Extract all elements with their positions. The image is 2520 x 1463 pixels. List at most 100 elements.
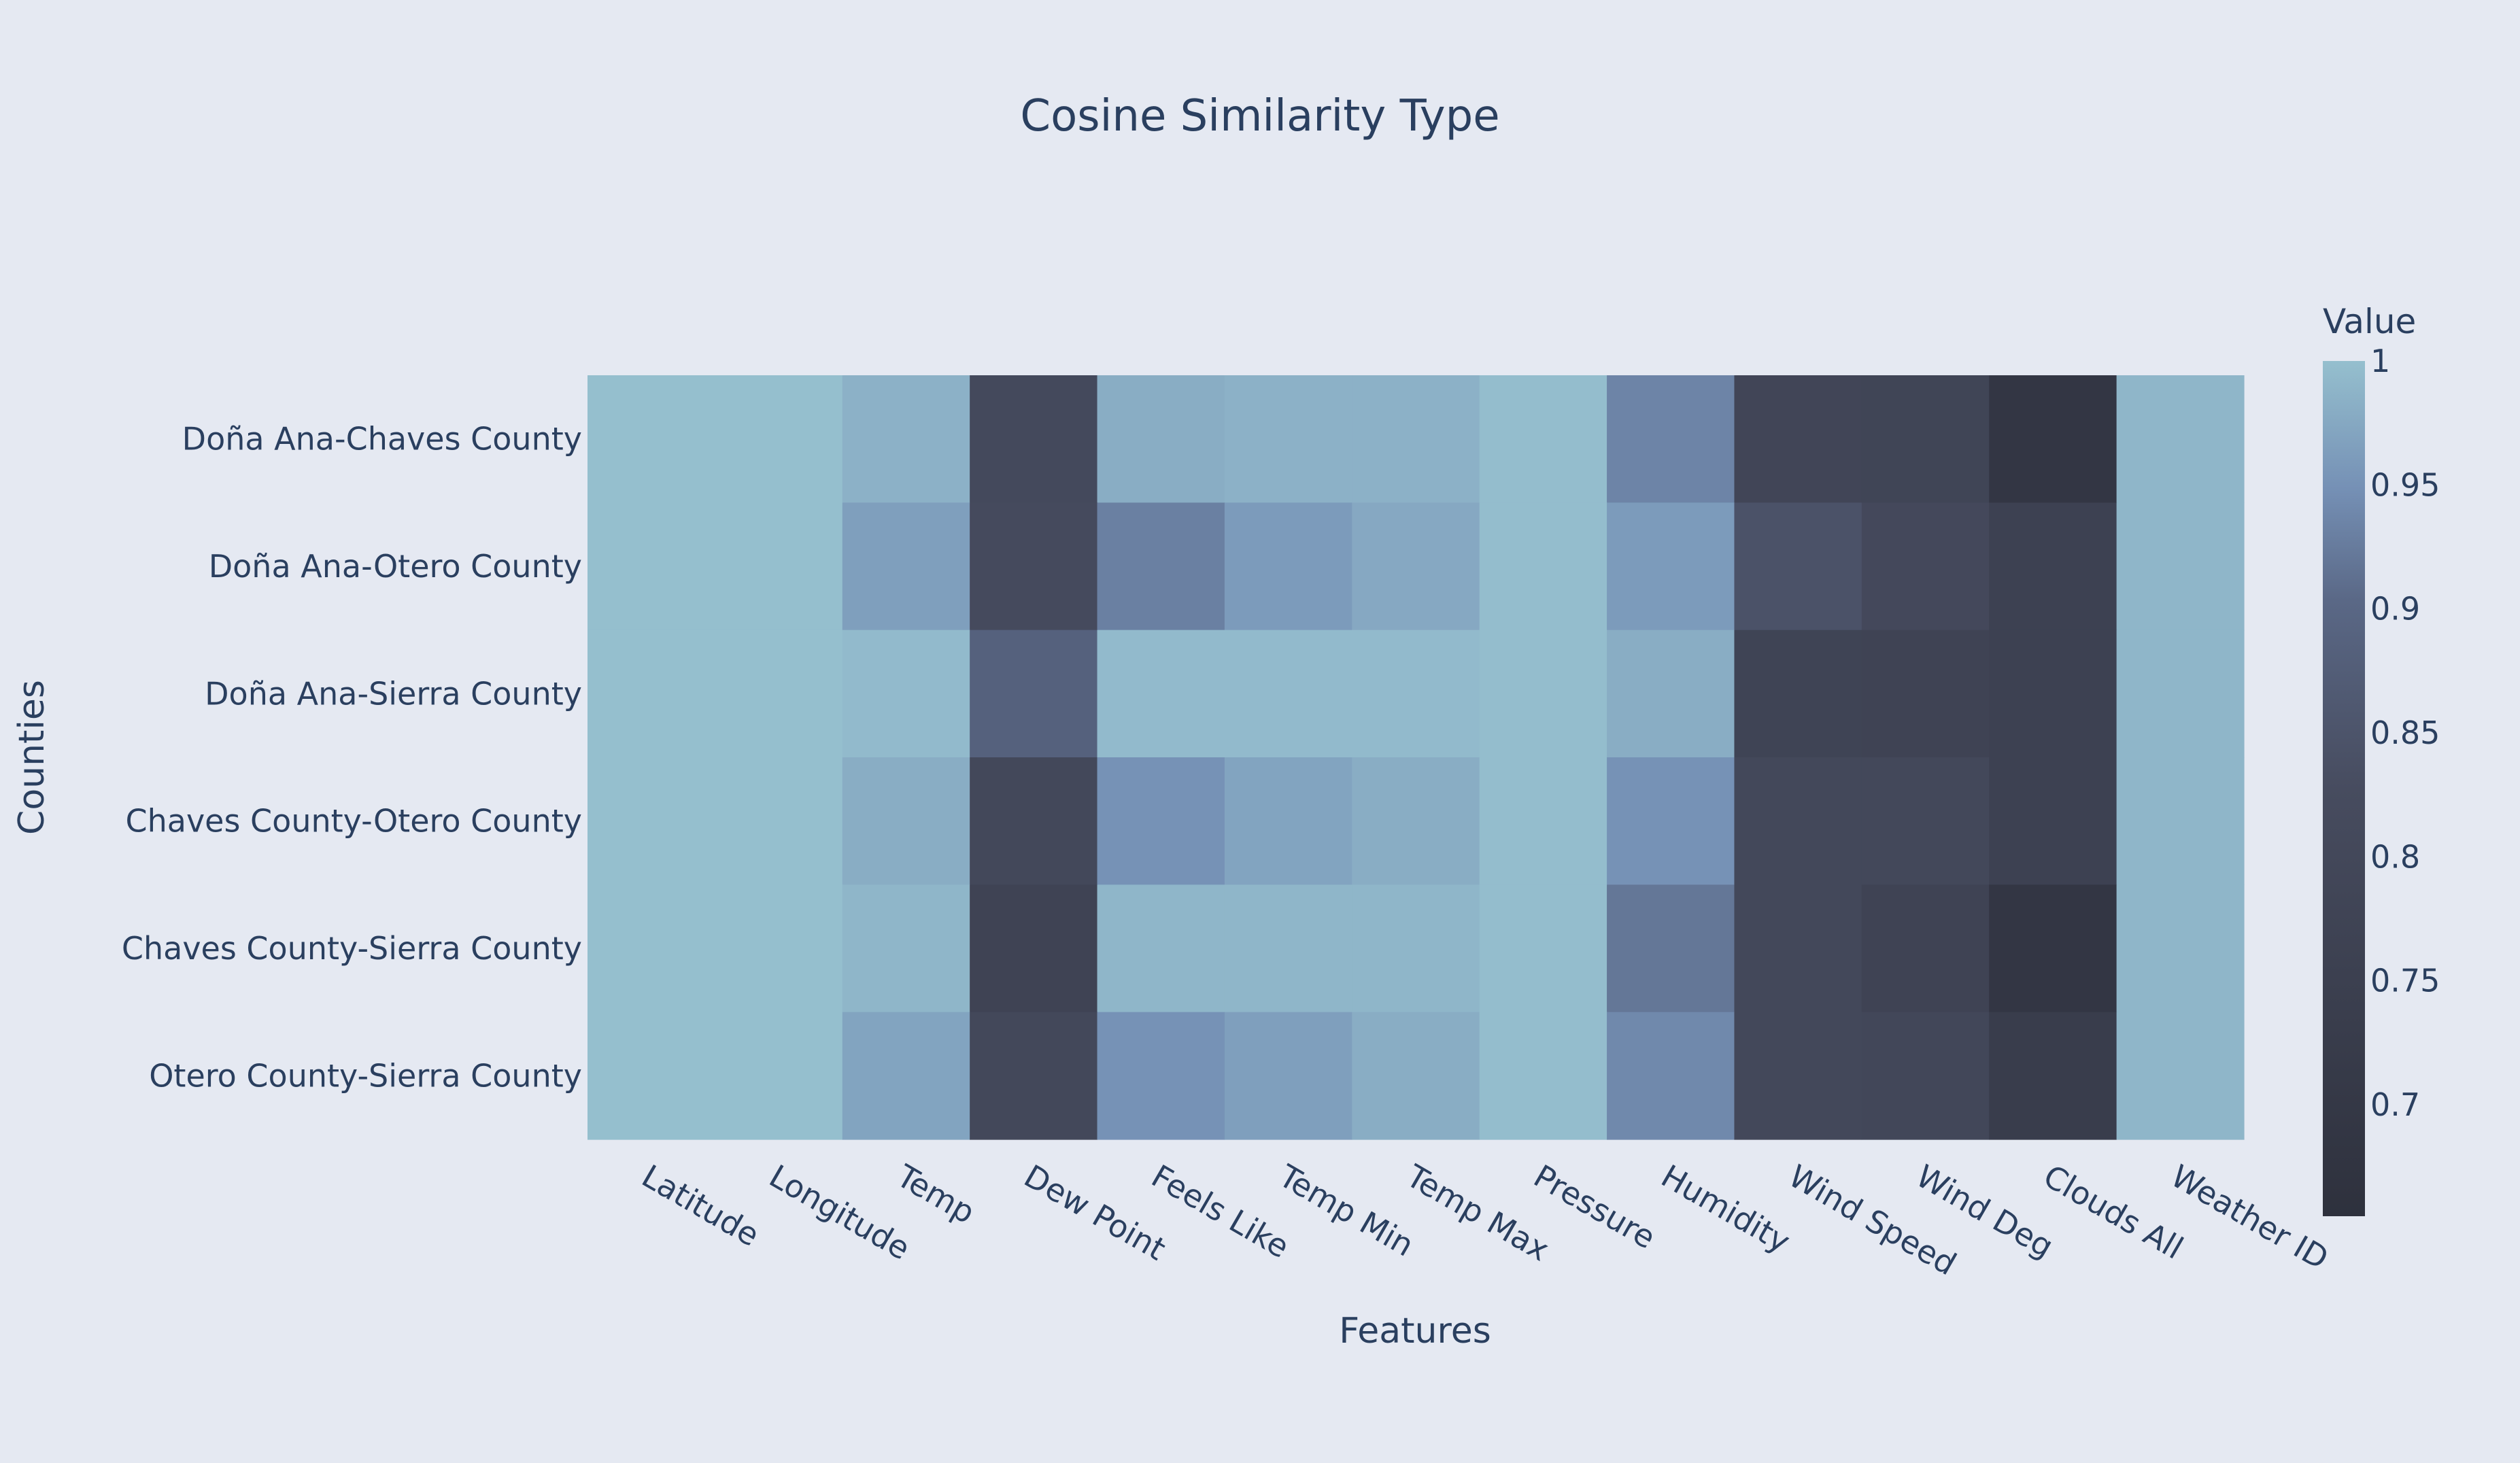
heatmap-cell bbox=[2116, 1012, 2245, 1140]
colorbar-gradient bbox=[2323, 361, 2365, 1216]
heatmap-cell bbox=[1989, 884, 2117, 1013]
heatmap-cell bbox=[588, 630, 715, 758]
heatmap-cell bbox=[1989, 502, 2117, 631]
colorbar-tick-label: 0.8 bbox=[2370, 838, 2420, 875]
y-axis-ticks: Doña Ana-Chaves County Doña Ana-Otero Cou… bbox=[122, 421, 582, 1095]
colorbar-tick-label: 0.95 bbox=[2370, 466, 2440, 503]
colorbar-tick-label: 0.85 bbox=[2370, 715, 2440, 751]
heatmap-cell bbox=[1224, 757, 1352, 885]
heatmap-cell bbox=[1097, 757, 1225, 885]
x-tick-label: Temp Min bbox=[1272, 1157, 1420, 1264]
y-tick-label: Doña Ana-Otero County bbox=[209, 548, 582, 585]
heatmap-cell bbox=[970, 884, 1098, 1013]
heatmap-cell bbox=[1734, 375, 1862, 503]
y-tick-label: Doña Ana-Chaves County bbox=[182, 421, 582, 458]
heatmap-cell bbox=[2116, 375, 2245, 503]
heatmap-cell bbox=[1352, 1012, 1480, 1140]
heatmap-cell bbox=[2116, 884, 2245, 1013]
heatmap-cell bbox=[1479, 757, 1607, 885]
heatmap-cell bbox=[1861, 1012, 1990, 1140]
heatmap-cell bbox=[1607, 502, 1735, 631]
heatmap-cell bbox=[715, 1012, 843, 1140]
heatmap-cell bbox=[842, 630, 970, 758]
heatmap-cell bbox=[1989, 757, 2117, 885]
y-tick-label: Doña Ana-Sierra County bbox=[205, 675, 582, 712]
heatmap-cell bbox=[1224, 630, 1352, 758]
heatmap-cell bbox=[1097, 884, 1225, 1013]
heatmap-cell bbox=[1989, 630, 2117, 758]
heatmap-cell bbox=[2116, 630, 2245, 758]
x-tick-label: Temp bbox=[890, 1157, 981, 1231]
colorbar-tick-label: 0.7 bbox=[2370, 1086, 2420, 1123]
heatmap-cell bbox=[1352, 757, 1480, 885]
heatmap-cell bbox=[1224, 375, 1352, 503]
x-tick-label: Weather ID bbox=[2165, 1158, 2335, 1277]
heatmap-cell bbox=[1352, 884, 1480, 1013]
colorbar-title: Value bbox=[2323, 302, 2416, 341]
y-axis-title: Counties bbox=[12, 680, 52, 835]
heatmap-cell bbox=[588, 884, 715, 1013]
x-axis-title: Features bbox=[1339, 1311, 1491, 1352]
heatmap-cell bbox=[1734, 884, 1862, 1013]
heatmap-cell bbox=[588, 757, 715, 885]
heatmap-cell bbox=[1861, 757, 1990, 885]
heatmap-cell bbox=[1479, 502, 1607, 631]
heatmap-cell bbox=[1097, 502, 1225, 631]
heatmap-cell bbox=[1734, 502, 1862, 631]
heatmap-cell bbox=[970, 630, 1098, 758]
heatmap-cell bbox=[842, 1012, 970, 1140]
heatmap-cell bbox=[2116, 757, 2245, 885]
heatmap-cell bbox=[970, 375, 1098, 503]
x-tick-label: Dew Point bbox=[1018, 1158, 1172, 1268]
heatmap-cell bbox=[715, 630, 843, 758]
y-tick-label: Otero County-Sierra County bbox=[149, 1057, 582, 1094]
heatmap-cell bbox=[1734, 630, 1862, 758]
heatmap-cell bbox=[588, 502, 715, 631]
heatmap-cell bbox=[588, 1012, 715, 1140]
heatmap-cell bbox=[1479, 375, 1607, 503]
colorbar-tick-label: 0.75 bbox=[2370, 963, 2440, 999]
chart-title: Cosine Similarity Type bbox=[1020, 91, 1499, 141]
heatmap-cell bbox=[1479, 884, 1607, 1013]
heatmap-cells bbox=[588, 375, 2245, 1140]
heatmap-cell bbox=[588, 375, 715, 503]
heatmap-cell bbox=[842, 375, 970, 503]
y-tick-label: Chaves County-Otero County bbox=[125, 803, 582, 840]
heatmap-cell bbox=[1352, 502, 1480, 631]
heatmap-cell bbox=[715, 375, 843, 503]
heatmap-cell bbox=[1861, 375, 1990, 503]
heatmap-cell bbox=[1352, 630, 1480, 758]
heatmap-cell bbox=[1989, 1012, 2117, 1140]
heatmap-cell bbox=[1607, 757, 1735, 885]
heatmap-cell bbox=[1861, 502, 1990, 631]
heatmap-cell bbox=[715, 502, 843, 631]
colorbar-ticks: 1 0.95 0.9 0.85 0.8 0.75 0.7 bbox=[2370, 343, 2440, 1123]
heatmap-cell bbox=[842, 757, 970, 885]
heatmap-cell bbox=[1861, 630, 1990, 758]
heatmap-cell bbox=[970, 502, 1098, 631]
heatmap-cell bbox=[842, 884, 970, 1013]
heatmap-cell bbox=[715, 884, 843, 1013]
heatmap-cell bbox=[1097, 630, 1225, 758]
heatmap-cell bbox=[970, 1012, 1098, 1140]
heatmap-cell bbox=[2116, 502, 2245, 631]
x-tick-label: Feels Like bbox=[1146, 1158, 1296, 1266]
heatmap-cell bbox=[1607, 630, 1735, 758]
heatmap-cell bbox=[842, 502, 970, 631]
heatmap-cell bbox=[1861, 884, 1990, 1013]
heatmap-cell bbox=[1607, 884, 1735, 1013]
heatmap-cell bbox=[1607, 375, 1735, 503]
x-tick-label: Clouds All bbox=[2037, 1158, 2190, 1267]
heatmap-cell bbox=[1607, 1012, 1735, 1140]
x-tick-label: Humidity bbox=[1655, 1158, 1797, 1260]
heatmap-cell bbox=[1097, 375, 1225, 503]
colorbar-tick-label: 0.9 bbox=[2370, 591, 2420, 627]
heatmap-cell bbox=[1097, 1012, 1225, 1140]
heatmap-cell bbox=[970, 757, 1098, 885]
heatmap-cell bbox=[1479, 1012, 1607, 1140]
heatmap-cell bbox=[1224, 1012, 1352, 1140]
y-tick-label: Chaves County-Sierra County bbox=[122, 930, 582, 967]
heatmap-cell bbox=[715, 757, 843, 885]
